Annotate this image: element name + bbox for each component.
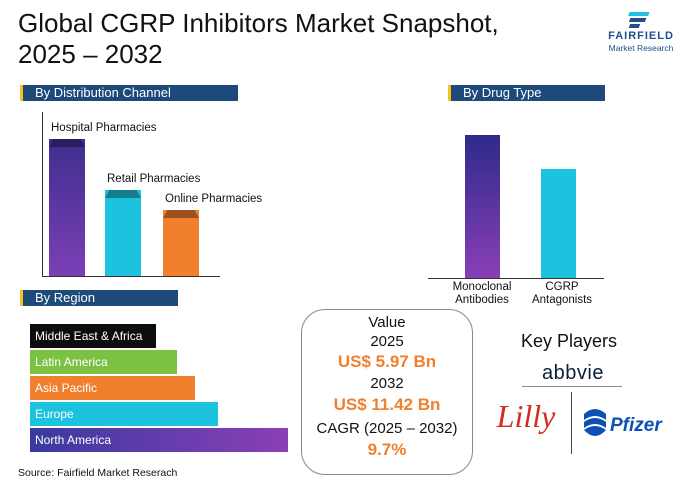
value-2025: US$ 5.97 Bn [337,352,437,371]
source-note: Source: Fairfield Market Reserach [18,467,178,479]
value-label: Value [368,314,406,331]
region-label-europe: Europe [35,407,74,421]
logo-name: FAIRFIELD [608,30,674,42]
region-label-middle-east-africa: Middle East & Africa [35,329,143,343]
drug-label-monoclonal-antibodies: Monoclonal Antibodies [452,281,512,306]
region-bar-latin-america: Latin America [30,350,177,374]
dist-label-online-pharmacies: Online Pharmacies [165,193,263,205]
region-bar-north-america: North America [30,428,288,452]
region-bar-middle-east-africa: Middle East & Africa [30,324,156,348]
dist-label-retail-pharmacies: Retail Pharmacies [107,173,201,185]
dist-bar-online-pharmacies [163,210,199,276]
pfizer-logo: Pfizer [610,415,662,436]
region-label-asia-pacific: Asia Pacific [35,381,98,395]
section-header-region: By Region [20,290,178,306]
region-bar-europe: Europe [30,402,218,426]
dist-bar-retail-pharmacies [105,190,141,276]
section-header-distribution: By Distribution Channel [20,85,238,101]
section-label-distribution: By Distribution Channel [35,85,171,100]
dist-bar-hospital-pharmacies [49,139,85,276]
dist-bar-cap-hospital-pharmacies [49,139,85,147]
section-header-drug-type: By Drug Type [448,85,605,101]
key-players-title: Key Players [520,331,618,351]
dist-bar-cap-online-pharmacies [163,210,199,218]
value-year-2025: 2025 [370,333,404,350]
drug-bar-cgrp-antagonists [541,169,576,278]
logo-subtitle: Market Research [608,43,674,53]
region-label-north-america: North America [35,433,112,447]
dist-y-axis [42,112,43,276]
title-line-2: 2025 – 2032 [18,39,163,69]
section-label-drug-type: By Drug Type [463,85,542,100]
region-label-latin-america: Latin America [35,355,108,369]
value-year-2032: 2032 [370,375,404,392]
drug-label-cgrp-antagonists: CGRP Antagonists [531,281,593,306]
pfizer-mark-icon [584,409,606,436]
dist-x-axis [42,276,220,277]
dist-label-hospital-pharmacies: Hospital Pharmacies [51,122,157,134]
title-line-1: Global CGRP Inhibitors Market Snapshot, [18,8,499,38]
section-label-region: By Region [35,290,95,305]
drug-x-axis [428,278,604,279]
drug-bar-monoclonal-antibodies [465,135,500,278]
page-title: Global CGRP Inhibitors Market Snapshot, … [18,8,578,70]
dist-bar-cap-retail-pharmacies [105,190,141,198]
lilly-logo: Lilly [496,398,556,434]
market-value-box [301,309,473,475]
players-v-divider [571,392,572,454]
players-h-divider [522,386,622,387]
region-bar-asia-pacific: Asia Pacific [30,376,195,400]
cagr-value: 9.7% [367,440,407,459]
value-2032: US$ 11.42 Bn [333,395,441,414]
cagr-label: CAGR (2025 – 2032) [316,420,458,437]
abbvie-logo: abbvie [542,362,604,384]
fairfield-logo-icon [628,12,650,28]
